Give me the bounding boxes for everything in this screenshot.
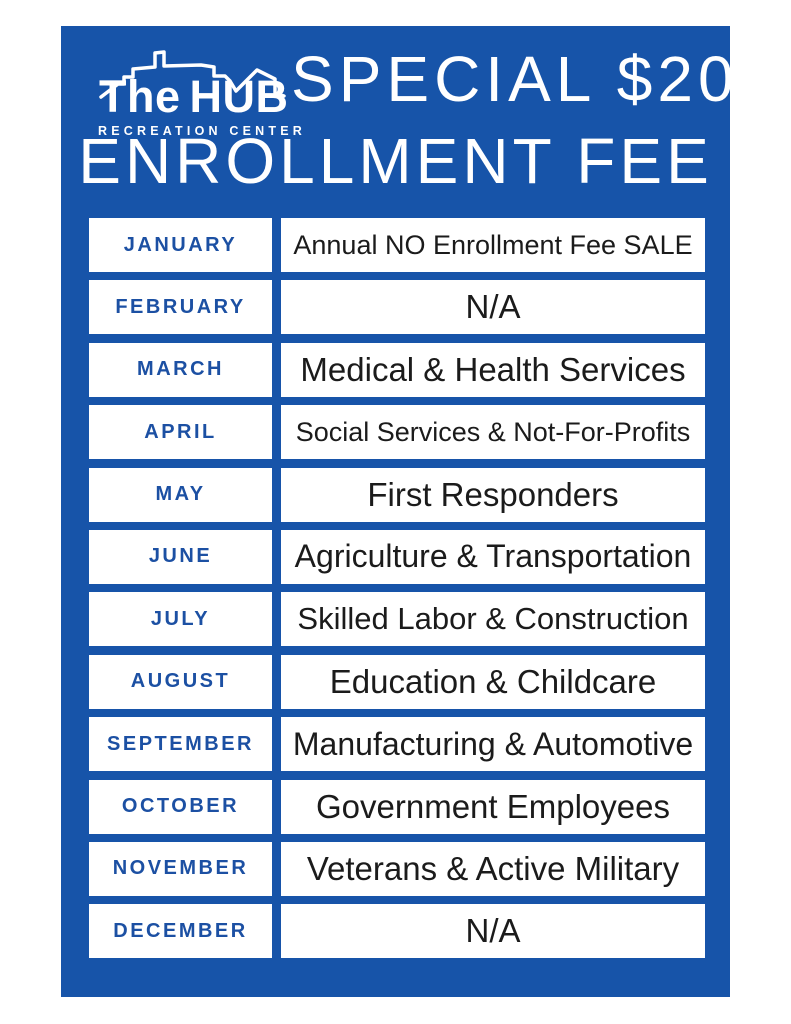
schedule-row: JUNE Agriculture & Transportation	[89, 529, 705, 584]
schedule-row: SEPTEMBER Manufacturing & Automotive	[89, 717, 705, 772]
schedule-row: MAY First Responders	[89, 467, 705, 522]
brand-the: The	[99, 71, 181, 122]
offer-cell: Government Employees	[281, 779, 705, 834]
schedule-row: AUGUST Education & Childcare	[89, 654, 705, 709]
offer-cell: Social Services & Not-For-Profits	[281, 405, 705, 460]
month-cell: APRIL	[89, 405, 272, 460]
schedule-row: DECEMBER N/A	[89, 904, 705, 959]
title-special-20: SPECIAL $20	[291, 43, 739, 115]
month-cell: FEBRUARY	[89, 280, 272, 335]
offer-text: First Responders	[367, 475, 619, 513]
schedule-row: FEBRUARY N/A	[89, 280, 705, 335]
schedule-row: MARCH Medical & Health Services	[89, 342, 705, 397]
offer-text: Veterans & Active Military	[306, 849, 680, 887]
offer-text: Government Employees	[316, 787, 670, 825]
schedule-row: OCTOBER Government Employees	[89, 779, 705, 834]
brand-name: The HUB	[99, 74, 289, 119]
schedule-table: JANUARY Annual NO Enrollment Fee SALE FE…	[89, 218, 705, 959]
month-cell: SEPTEMBER	[89, 717, 272, 772]
offer-cell: Annual NO Enrollment Fee SALE	[281, 218, 705, 272]
offer-cell: Veterans & Active Military	[281, 841, 705, 896]
offer-text: Medical & Health Services	[300, 350, 686, 388]
building-skyline-icon	[99, 50, 286, 99]
offer-cell: Agriculture & Transportation	[281, 529, 705, 584]
month-cell: DECEMBER	[89, 904, 272, 959]
month-cell: JUNE	[89, 529, 272, 584]
month-cell: JULY	[89, 592, 272, 647]
offer-text: Social Services & Not-For-Profits	[295, 416, 691, 447]
month-cell: MAY	[89, 467, 272, 522]
month-cell: NOVEMBER	[89, 841, 272, 896]
schedule-row: APRIL Social Services & Not-For-Profits	[89, 405, 705, 460]
offer-cell: First Responders	[281, 467, 705, 522]
brand-subtitle: RECREATION CENTER	[98, 124, 306, 138]
title-enrollment-fee: ENROLLMENT FEE	[78, 125, 713, 197]
brand-hub: HUB	[189, 71, 289, 122]
offer-text: Education & Childcare	[329, 662, 657, 700]
offer-text: N/A	[465, 288, 521, 326]
offer-text: Skilled Labor & Construction	[297, 601, 689, 637]
month-cell: JANUARY	[89, 218, 272, 272]
month-cell: AUGUST	[89, 654, 272, 709]
offer-cell: Skilled Labor & Construction	[281, 592, 705, 647]
schedule-row: JULY Skilled Labor & Construction	[89, 592, 705, 647]
schedule-row: JANUARY Annual NO Enrollment Fee SALE	[89, 218, 705, 272]
offer-text: Agriculture & Transportation	[294, 538, 692, 575]
offer-cell: Manufacturing & Automotive	[281, 717, 705, 772]
month-cell: MARCH	[89, 342, 272, 397]
offer-text: N/A	[465, 912, 521, 950]
offer-cell: N/A	[281, 904, 705, 959]
month-cell: OCTOBER	[89, 779, 272, 834]
offer-cell: Medical & Health Services	[281, 342, 705, 397]
hub-logo: The HUB RECREATION CENTER	[97, 38, 302, 154]
offer-cell: Education & Childcare	[281, 654, 705, 709]
schedule-row: NOVEMBER Veterans & Active Military	[89, 841, 705, 896]
offer-text: Manufacturing & Automotive	[292, 725, 694, 762]
offer-text: Annual NO Enrollment Fee SALE	[293, 229, 693, 260]
offer-cell: N/A	[281, 280, 705, 335]
poster-panel: The HUB RECREATION CENTER SPECIAL $20 ENR…	[61, 26, 739, 997]
